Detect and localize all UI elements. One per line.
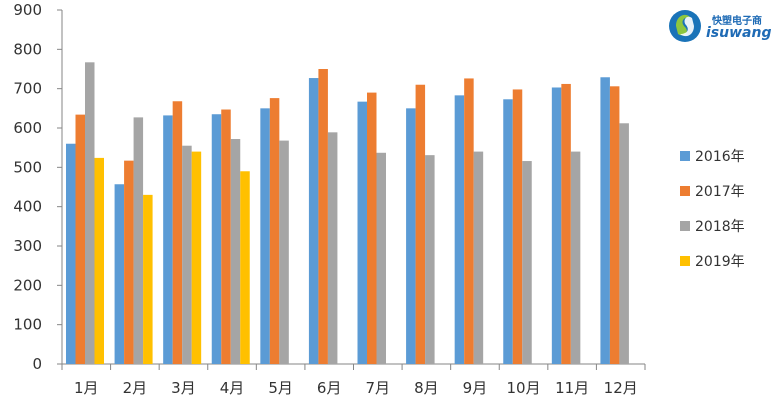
y-tick-label: 200 <box>13 276 42 294</box>
bar-3-9 <box>473 151 484 364</box>
bar-1-7 <box>357 101 367 364</box>
x-tick-label: 8月 <box>414 379 439 397</box>
legend-label: 2019年 <box>695 253 745 270</box>
logo-cn-text: 快塑电子商 <box>712 16 762 27</box>
logo-en-text: isuwang.co <box>706 25 771 41</box>
y-tick-label: 600 <box>13 119 42 137</box>
bar-2-11 <box>561 83 571 365</box>
x-tick-label: 11月 <box>555 379 589 397</box>
bar-2-2 <box>124 160 134 364</box>
legend-swatch <box>680 255 690 266</box>
bar-1-4 <box>211 114 222 364</box>
bar-1-6 <box>308 78 319 365</box>
bar-1-8 <box>406 108 416 364</box>
y-tick-label: 700 <box>13 80 42 98</box>
bar-3-4 <box>230 139 241 364</box>
bar-1-5 <box>260 108 270 364</box>
bar-3-10 <box>522 161 532 364</box>
bar-1-3 <box>163 115 173 364</box>
x-tick-label: 1月 <box>74 379 99 397</box>
bar-4-2 <box>143 194 153 364</box>
x-tick-label: 12月 <box>604 379 638 397</box>
bar-4-3 <box>191 151 202 364</box>
bar-3-6 <box>327 132 338 364</box>
bar-2-8 <box>415 84 426 364</box>
bar-4-1 <box>94 157 104 364</box>
legend-item: 2018年 <box>680 208 745 243</box>
x-tick-label: 9月 <box>463 379 488 397</box>
bar-3-2 <box>133 117 144 364</box>
y-tick-label: 800 <box>13 40 42 58</box>
bar-1-2 <box>114 184 125 364</box>
legend-swatch <box>680 150 690 161</box>
bar-3-5 <box>279 140 289 364</box>
x-tick-label: 7月 <box>366 379 391 397</box>
bar-2-1 <box>75 114 85 364</box>
bar-3-12 <box>619 123 629 364</box>
bar-3-1 <box>85 62 95 365</box>
legend-swatch <box>680 220 690 231</box>
isuwang-logo: 快塑电子商 isuwang.co <box>668 4 771 48</box>
y-tick-label: 100 <box>13 316 42 334</box>
x-tick-label: 10月 <box>506 379 540 397</box>
y-tick-label: 500 <box>13 158 42 176</box>
y-tick-label: 900 <box>13 1 42 19</box>
bar-2-12 <box>609 86 620 364</box>
bar-4-4 <box>240 171 250 364</box>
bar-1-11 <box>551 87 562 364</box>
y-tick-label: 300 <box>13 237 42 255</box>
x-tick-label: 2月 <box>123 379 148 397</box>
x-tick-label: 4月 <box>220 379 245 397</box>
chart-legend: 2016年 2017年 2018年 2019年 <box>680 138 745 278</box>
bar-2-4 <box>221 109 231 364</box>
bar-3-8 <box>425 155 435 364</box>
bar-3-11 <box>570 151 581 364</box>
bar-1-10 <box>503 99 513 364</box>
bar-3-3 <box>182 145 192 364</box>
y-tick-label: 400 <box>13 198 42 216</box>
legend-item: 2017年 <box>680 173 745 208</box>
bar-3-7 <box>376 152 386 364</box>
legend-swatch <box>680 185 690 196</box>
x-tick-label: 3月 <box>171 379 196 397</box>
legend-label: 2017年 <box>695 183 745 200</box>
bar-2-9 <box>464 78 474 364</box>
bar-2-3 <box>172 101 183 365</box>
bar-2-5 <box>269 98 280 365</box>
bar-2-7 <box>367 92 377 364</box>
x-tick-label: 6月 <box>317 379 342 397</box>
logo-mark-icon <box>669 10 701 42</box>
bar-1-9 <box>454 95 465 364</box>
legend-label: 2016年 <box>695 148 745 165</box>
bar-1-1 <box>66 143 76 364</box>
bar-1-12 <box>600 77 610 364</box>
y-tick-label: 0 <box>32 355 42 373</box>
legend-label: 2018年 <box>695 218 745 235</box>
bar-2-10 <box>512 89 523 364</box>
bar-2-6 <box>318 69 328 364</box>
legend-item: 2019年 <box>680 243 745 278</box>
x-tick-label: 5月 <box>268 379 293 397</box>
legend-item: 2016年 <box>680 138 745 173</box>
